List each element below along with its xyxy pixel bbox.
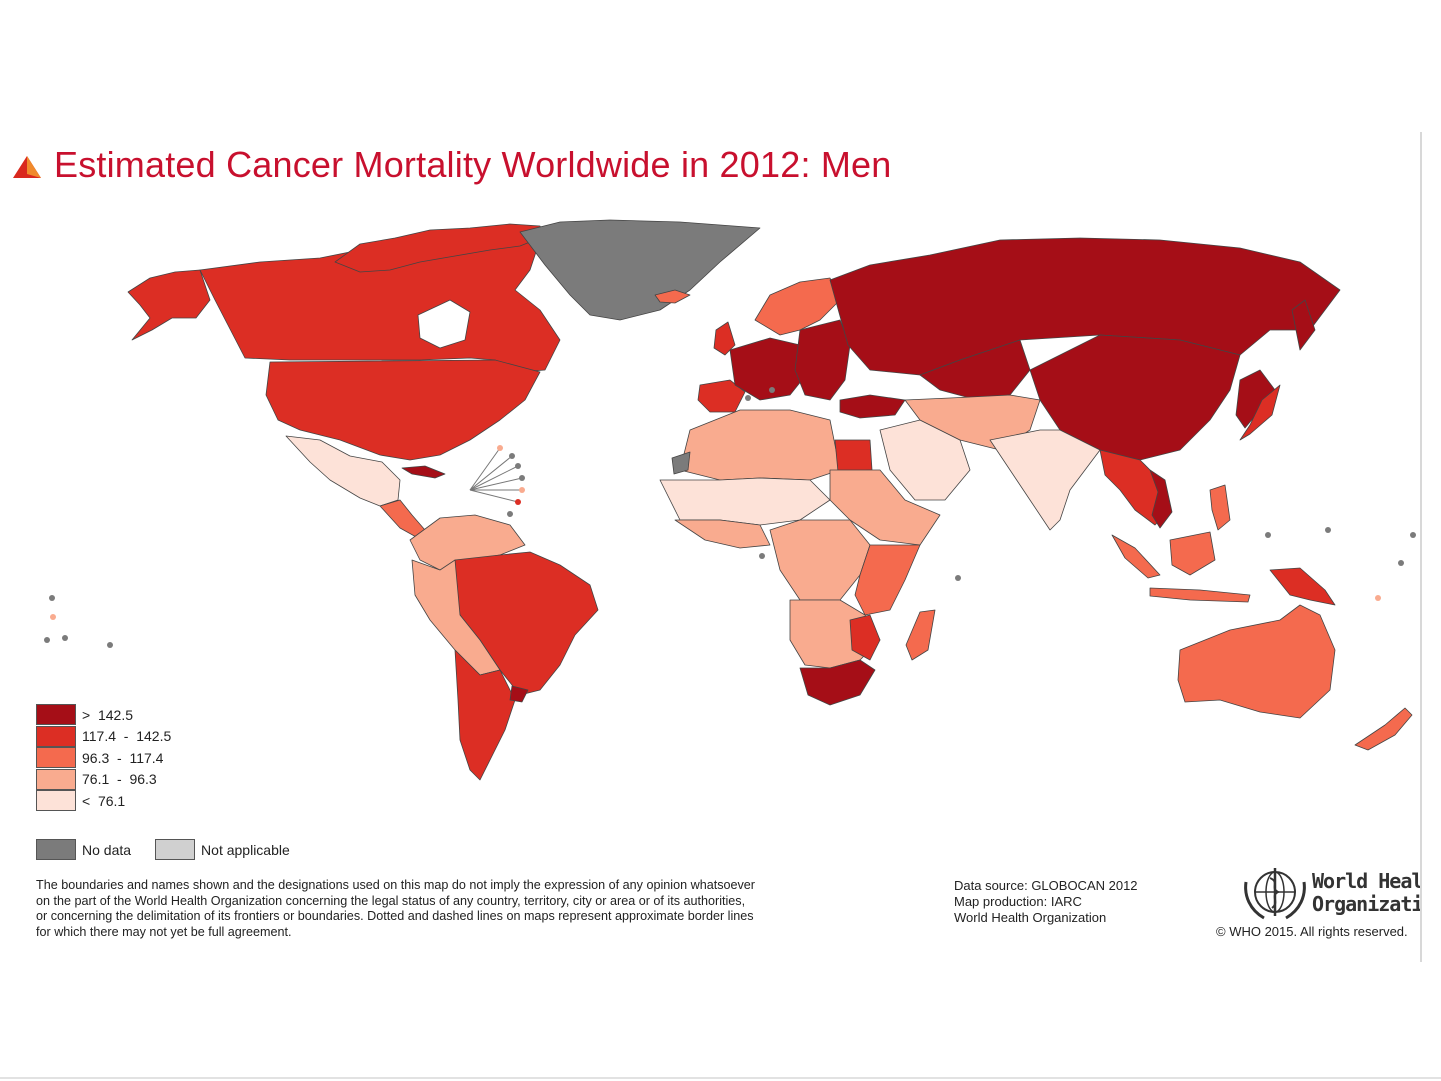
region-australia xyxy=(1177,604,1336,719)
legend-swatch xyxy=(36,790,76,812)
not-applicable-swatch xyxy=(155,839,196,860)
no-data-label: No data xyxy=(82,841,132,858)
legend-label: > 142.5 xyxy=(82,706,133,723)
map-title: Estimated Cancer Mortality Worldwide in … xyxy=(54,144,892,185)
not-applicable-label: Not applicable xyxy=(201,841,290,858)
region-sahel xyxy=(659,477,831,526)
disclaimer-line: or concerning the delimitation of its fr… xyxy=(36,909,754,923)
legend-swatch xyxy=(36,704,76,726)
region-chile-argentina xyxy=(454,649,516,781)
source-line: Map production: IARC xyxy=(954,894,1082,909)
data-source: Data source: GLOBOCAN 2012 Map productio… xyxy=(954,878,1138,926)
bottom-divider xyxy=(0,1077,1441,1079)
disclaimer-line: on the part of the World Health Organiza… xyxy=(36,893,746,908)
region-madagascar xyxy=(905,609,936,661)
legend-label: 96.3 - 117.4 xyxy=(82,749,164,766)
region-colombia-venezuela xyxy=(409,514,526,571)
region-philippines xyxy=(1209,484,1231,531)
island-dot xyxy=(955,575,961,581)
region-south-africa xyxy=(799,659,876,706)
region-north-africa xyxy=(679,409,841,481)
legend-swatch xyxy=(36,768,76,790)
legend-swatch xyxy=(36,725,76,747)
legend-label: 76.1 - 96.3 xyxy=(82,771,157,788)
island-dot xyxy=(62,635,68,641)
who-name-line: Organization xyxy=(1312,892,1420,916)
legend-class-1: > 142.5 xyxy=(36,704,171,726)
region-central-africa xyxy=(769,519,871,601)
region-indochina xyxy=(1099,449,1171,526)
island-dot xyxy=(1325,527,1331,533)
region-western-sahara xyxy=(671,451,691,475)
who-name-line: World Health xyxy=(1312,870,1420,893)
region-cuba xyxy=(401,465,446,479)
region-hudson-bay xyxy=(417,299,471,349)
island-dot xyxy=(769,387,775,393)
source-line: World Health Organization xyxy=(954,910,1107,925)
region-usa xyxy=(265,359,541,461)
legend-class-4: 76.1 - 96.3 xyxy=(36,768,171,791)
region-mexico xyxy=(285,435,401,507)
region-japan xyxy=(1239,384,1281,441)
island-dot xyxy=(44,637,50,643)
copyright-text: © WHO 2015. All rights reserved. xyxy=(1216,924,1408,939)
island-dot xyxy=(1410,532,1416,538)
region-iran-central-asia xyxy=(904,394,1041,451)
legend-label: < 76.1 xyxy=(82,792,126,809)
disclaimer-line: The boundaries and names shown and the d… xyxy=(36,878,755,892)
legend-missing-values: No data Not applicable xyxy=(36,839,290,860)
region-vietnam xyxy=(1149,469,1173,529)
region-indonesia-west xyxy=(1111,534,1161,579)
island-dot xyxy=(745,395,751,401)
region-iceland xyxy=(654,289,691,304)
region-mozambique xyxy=(849,614,881,661)
who-emblem-icon xyxy=(1244,868,1306,920)
island-dot xyxy=(49,595,55,601)
region-alaska xyxy=(127,269,211,341)
legend-swatch xyxy=(36,747,76,769)
island-dot xyxy=(107,642,113,648)
region-india xyxy=(989,429,1101,531)
region-central-america xyxy=(379,499,426,539)
island-dot xyxy=(1265,532,1271,538)
legend-class-3: 96.3 - 117.4 xyxy=(36,747,171,769)
region-papua xyxy=(1269,567,1336,606)
region-kamchatka xyxy=(1291,299,1316,351)
who-name: World Health Organization xyxy=(1312,870,1420,916)
legend-label: 117.4 - 142.5 xyxy=(82,728,172,745)
region-new-zealand xyxy=(1354,707,1413,751)
region-turkey xyxy=(839,394,906,419)
map-title-row: Estimated Cancer Mortality Worldwide in … xyxy=(10,140,891,190)
region-kazakhstan xyxy=(919,339,1031,399)
region-indonesia-east xyxy=(1149,587,1251,603)
region-uruguay xyxy=(509,685,529,703)
region-east-africa xyxy=(854,544,921,616)
pyramid-icon xyxy=(13,156,41,178)
region-west-africa xyxy=(674,519,771,549)
source-line: Data source: GLOBOCAN 2012 xyxy=(954,878,1138,893)
island-dot xyxy=(759,553,765,559)
region-egypt xyxy=(834,439,873,473)
legend-class-2: 117.4 - 142.5 xyxy=(36,725,172,748)
region-eastern-europe xyxy=(794,319,851,401)
region-borneo xyxy=(1169,531,1216,576)
region-china xyxy=(1029,334,1241,461)
no-data-swatch xyxy=(36,839,76,860)
caribbean-callouts xyxy=(469,447,523,503)
caribbean-callout-dots xyxy=(50,445,1381,620)
region-greenland xyxy=(519,219,761,321)
map-legend: > 142.5 117.4 - 142.5 96.3 - 117.4 76.1 … xyxy=(36,704,171,812)
disclaimer-text: The boundaries and names shown and the d… xyxy=(36,878,916,940)
disclaimer-line: for which there may not yet be full agre… xyxy=(36,924,292,939)
legend-class-5: < 76.1 xyxy=(36,790,171,812)
right-divider xyxy=(1420,132,1422,962)
island-dot xyxy=(1398,560,1404,566)
